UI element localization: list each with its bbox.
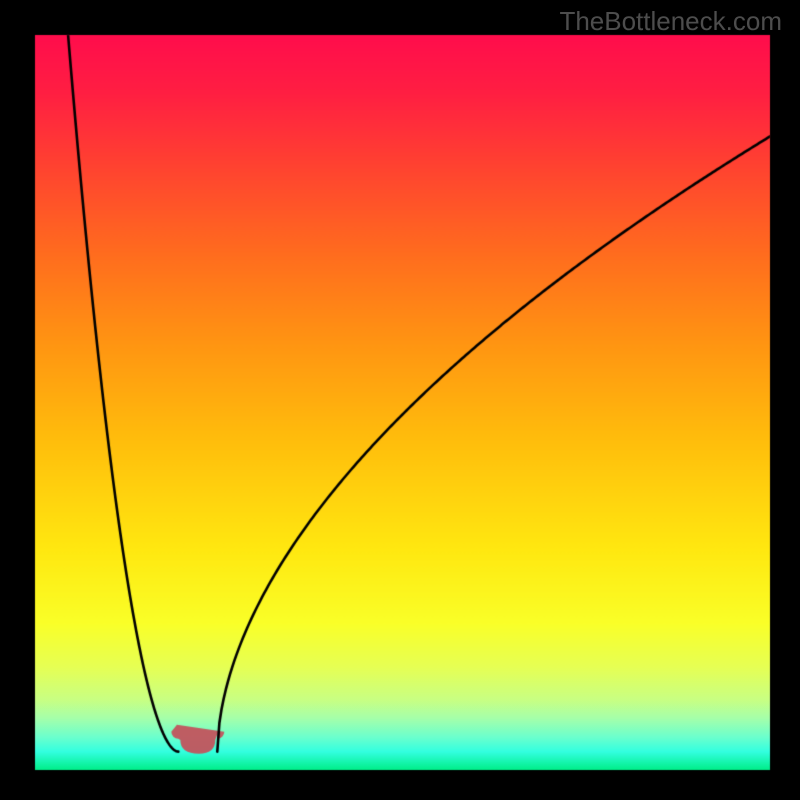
chart-root: TheBottleneck.com (0, 0, 800, 800)
bottleneck-curve (0, 0, 800, 800)
watermark-text: TheBottleneck.com (559, 6, 782, 37)
